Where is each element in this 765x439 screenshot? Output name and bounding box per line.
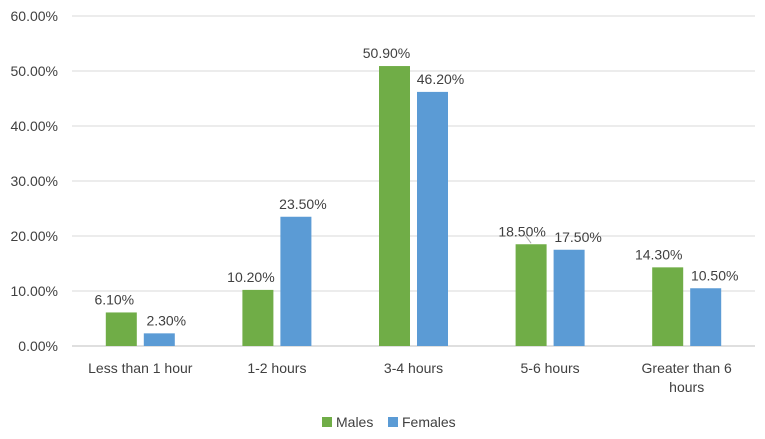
data-label: 18.50%: [498, 223, 545, 239]
males-bar: [515, 244, 547, 346]
legend-label: Males: [336, 414, 373, 430]
x-tick-label: 5-6 hours: [521, 360, 580, 376]
x-axis-tick-labels: Less than 1 hour 1-2 hours 3-4 hours 5-6 ho…: [88, 360, 732, 395]
males-bar: [652, 267, 684, 346]
y-tick-label: 10.00%: [11, 283, 58, 299]
females-bar: [553, 249, 585, 346]
males-bar: [242, 289, 274, 346]
data-label: 14.30%: [635, 246, 682, 262]
gridlines: [72, 15, 755, 347]
x-tick-label: Greater than 6: [642, 360, 732, 376]
y-axis-tick-labels: 0.00% 10.00% 20.00% 30.00% 40.00% 50.00% 60.00…: [11, 8, 58, 354]
data-label: 50.90%: [363, 45, 410, 61]
leader-line: [524, 234, 532, 244]
data-label: 10.50%: [691, 267, 738, 283]
females-legend-swatch: [388, 417, 398, 427]
y-tick-label: 0.00%: [18, 338, 58, 354]
males-bar: [379, 66, 410, 347]
data-label: 46.20%: [417, 71, 464, 87]
x-tick-label: hours: [669, 379, 704, 395]
females-bar: [690, 288, 722, 346]
x-tick-label: 1-2 hours: [247, 360, 306, 376]
data-label: 6.10%: [94, 291, 134, 307]
data-label: 17.50%: [554, 229, 601, 245]
females-bar: [280, 216, 312, 346]
data-label: 10.20%: [227, 269, 274, 285]
data-label: 2.30%: [146, 312, 186, 328]
males-bar: [105, 312, 137, 346]
males-legend-swatch: [322, 417, 332, 427]
legend-label: Females: [402, 414, 456, 430]
legend: Males Females: [322, 414, 456, 430]
y-tick-label: 50.00%: [11, 63, 58, 79]
bars: [105, 66, 722, 347]
y-tick-label: 20.00%: [11, 228, 58, 244]
females-bar: [143, 333, 175, 346]
y-tick-label: 40.00%: [11, 118, 58, 134]
females-bar: [417, 91, 448, 347]
data-label: 23.50%: [279, 196, 326, 212]
y-tick-label: 30.00%: [11, 173, 58, 189]
y-tick-label: 60.00%: [11, 8, 58, 24]
data-labels: 6.10% 2.30% 10.20% 23.50% 50.90% 46.20% 18.50%…: [94, 45, 738, 328]
x-tick-label: 3-4 hours: [384, 360, 443, 376]
x-tick-label: Less than 1 hour: [88, 360, 193, 376]
